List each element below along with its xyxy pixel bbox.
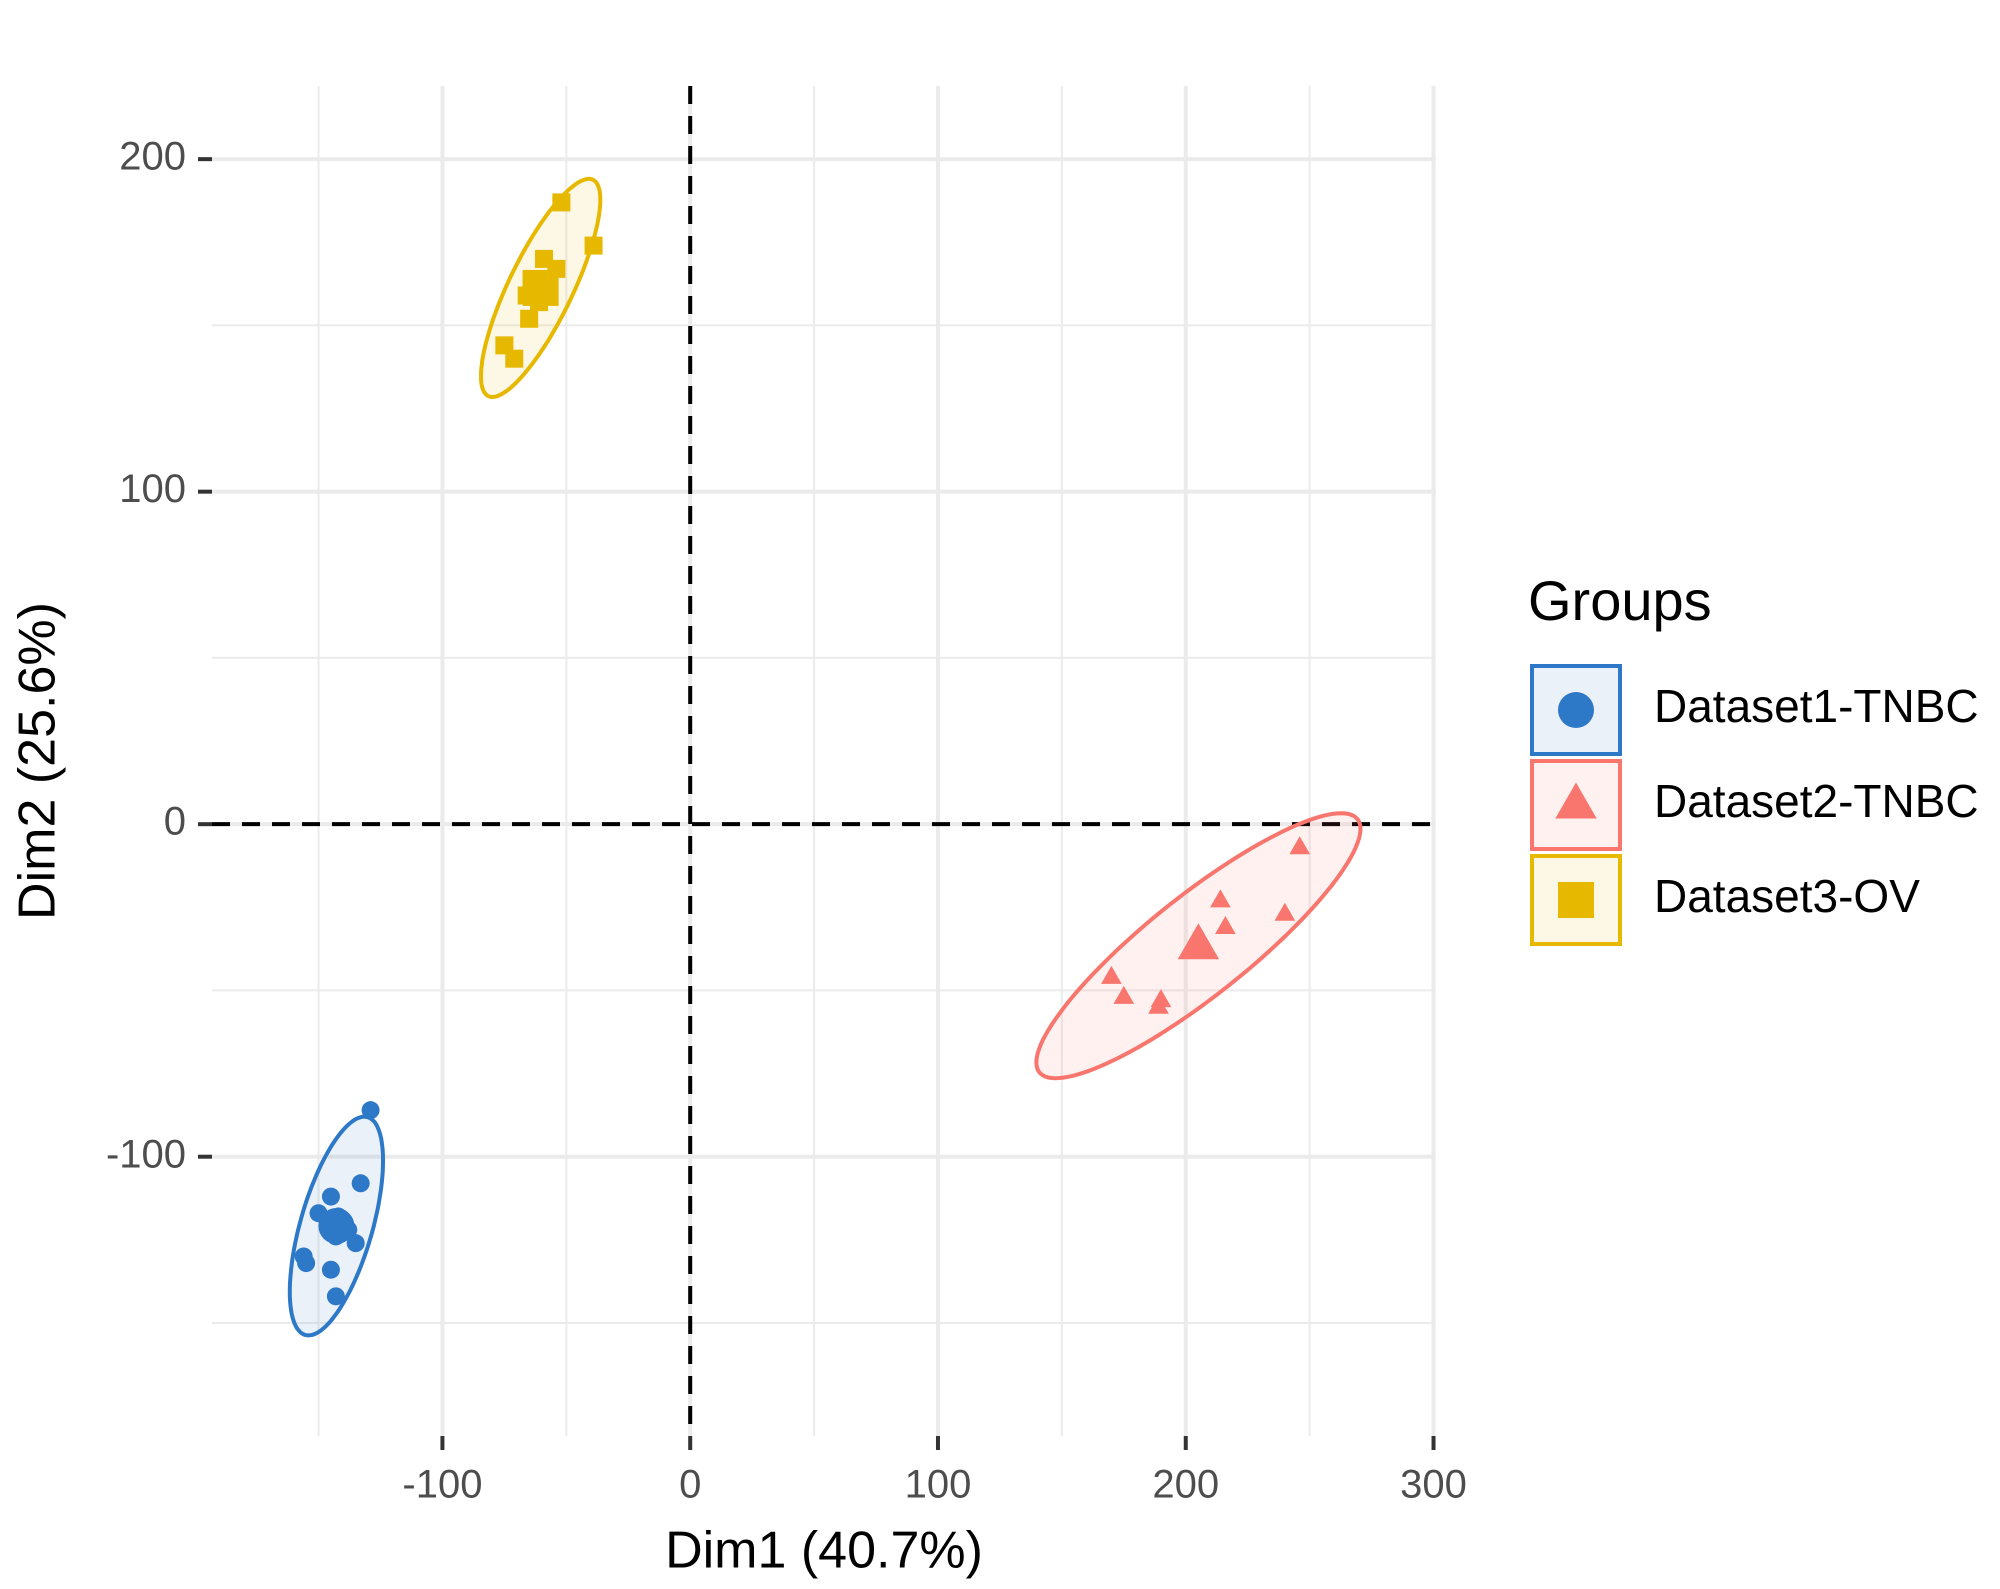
legend-symbol [1558,882,1594,918]
x-tick-label: 200 [1152,1463,1219,1507]
grid [212,86,1436,1436]
point [346,1234,365,1253]
y-tick-label: 200 [119,135,186,179]
group-mean [522,269,559,306]
point [1113,985,1135,1004]
point [520,309,539,328]
point [1215,916,1236,935]
point [1289,836,1311,855]
group-mean [318,1208,355,1245]
y-axis-title: Dim2 (25.6%) [9,602,67,920]
point [584,236,603,255]
legend-symbol [1558,692,1594,728]
y-tick-label: -100 [106,1132,186,1176]
point [321,1260,340,1279]
y-tick-label: 100 [119,467,186,511]
point [552,193,571,212]
point [1148,995,1169,1014]
legend-label: Dataset2-TNBC [1654,775,1979,827]
point [1274,902,1296,921]
point [321,1187,340,1206]
x-tick-label: -100 [402,1463,482,1507]
point [1101,965,1122,984]
point [505,349,524,368]
legend-label: Dataset3-OV [1654,870,1920,922]
x-tick-label: 300 [1400,1463,1467,1507]
point [1210,889,1231,908]
legend-symbol [1555,782,1597,819]
point [297,1254,316,1273]
y-tick-label: 0 [164,800,186,844]
x-tick-label: 0 [679,1463,701,1507]
x-axis-title: Dim1 (40.7%) [665,1522,983,1580]
group-mean [1177,923,1220,960]
point [351,1174,370,1193]
legend-title: Groups [1528,569,1712,632]
point [361,1101,380,1120]
x-tick-label: 100 [905,1463,972,1507]
point [326,1287,345,1306]
legend-label: Dataset1-TNBC [1654,680,1979,732]
